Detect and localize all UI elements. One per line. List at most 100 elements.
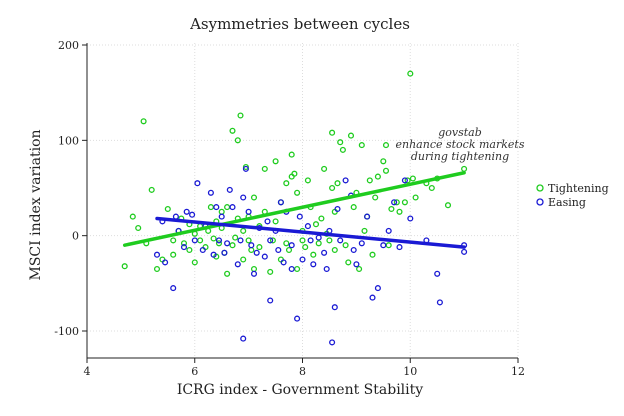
point-easing [407, 215, 414, 222]
point-tightening [291, 170, 298, 177]
point-easing [321, 249, 328, 256]
point-tightening [229, 242, 236, 249]
point-tightening [412, 194, 419, 201]
point-tightening [234, 137, 241, 144]
point-tightening [237, 112, 244, 119]
point-tightening [321, 165, 328, 172]
point-easing [461, 248, 468, 255]
point-tightening [224, 204, 231, 211]
point-tightening [283, 240, 290, 247]
point-tightening [250, 194, 258, 201]
fit-lines [122, 170, 466, 249]
point-tightening [401, 199, 408, 206]
point-easing [436, 299, 443, 306]
point-tightening [347, 132, 355, 139]
point-tightening [121, 263, 128, 270]
point-easing [288, 242, 295, 249]
point-easing [323, 265, 330, 273]
point-tightening [240, 256, 247, 263]
point-easing [434, 270, 441, 277]
point-easing [358, 240, 365, 247]
point-tightening [269, 237, 276, 244]
point-tightening [186, 246, 193, 254]
point-tightening [382, 142, 390, 149]
point-tightening [197, 237, 204, 244]
point-tightening [261, 165, 268, 172]
legend-label-easing: Easing [548, 196, 586, 209]
x-tick-label: 4 [84, 365, 91, 378]
point-tightening [326, 237, 333, 244]
x-ticks: 4 6 8 10 12 [84, 358, 525, 378]
x-tick-label: 10 [403, 365, 417, 378]
point-easing [194, 180, 201, 187]
point-easing [337, 237, 344, 244]
point-easing [237, 237, 244, 244]
point-easing [183, 208, 190, 215]
point-easing [275, 246, 282, 254]
y-tick-label: 0 [72, 230, 79, 243]
annotation-line-3: during tightening [411, 150, 509, 163]
point-easing [213, 204, 220, 211]
point-tightening [180, 240, 188, 247]
point-easing [280, 259, 287, 266]
point-tightening [310, 251, 317, 258]
x-axis-label: ICRG index - Government Stability [177, 382, 423, 398]
point-easing [329, 339, 336, 346]
point-tightening [331, 246, 338, 254]
scatter-points [121, 70, 468, 346]
point-tightening [285, 246, 293, 254]
point-easing [180, 244, 188, 251]
point-tightening [215, 240, 223, 247]
point-easing [294, 315, 301, 322]
legend-marker-tightening [536, 184, 544, 192]
point-tightening [229, 127, 236, 134]
point-tightening [302, 244, 309, 251]
point-tightening [170, 251, 177, 258]
point-easing [221, 249, 228, 256]
point-easing [299, 256, 306, 263]
fit-line-tightening [122, 170, 466, 247]
point-tightening [170, 237, 177, 244]
point-easing [229, 204, 236, 211]
point-easing [162, 259, 169, 266]
point-tightening [374, 173, 381, 180]
y-ticks: -100 0 100 200 [54, 39, 87, 338]
point-easing [264, 218, 271, 225]
point-easing [218, 213, 225, 220]
point-easing [310, 261, 317, 268]
point-easing [210, 251, 217, 258]
point-easing [240, 194, 247, 201]
point-easing [396, 244, 403, 251]
x-tick-label: 12 [511, 365, 525, 378]
point-tightening [248, 246, 255, 254]
point-tightening [245, 237, 252, 244]
point-easing [248, 242, 255, 249]
point-tightening [382, 167, 390, 174]
y-tick-label: -100 [54, 325, 79, 338]
annotation-line-1: govstab [438, 126, 482, 139]
point-easing [189, 211, 196, 218]
point-easing [250, 270, 258, 277]
point-tightening [318, 215, 325, 222]
annotation: govstab enhance stock markets during tig… [396, 126, 525, 163]
point-tightening [304, 177, 311, 184]
gridlines [87, 43, 519, 358]
point-tightening [272, 158, 279, 165]
point-easing [261, 253, 268, 260]
point-easing [226, 186, 233, 193]
point-tightening [329, 184, 336, 192]
point-tightening [369, 251, 376, 258]
point-easing [385, 227, 392, 234]
point-easing [172, 213, 179, 220]
point-tightening [356, 265, 363, 273]
point-tightening [315, 240, 322, 247]
point-tightening [404, 177, 411, 184]
point-easing [191, 237, 198, 244]
point-easing [288, 265, 295, 273]
point-tightening [385, 242, 392, 249]
point-tightening [312, 221, 320, 228]
point-tightening [164, 205, 171, 213]
point-tightening [250, 265, 258, 273]
point-tightening [256, 244, 263, 251]
